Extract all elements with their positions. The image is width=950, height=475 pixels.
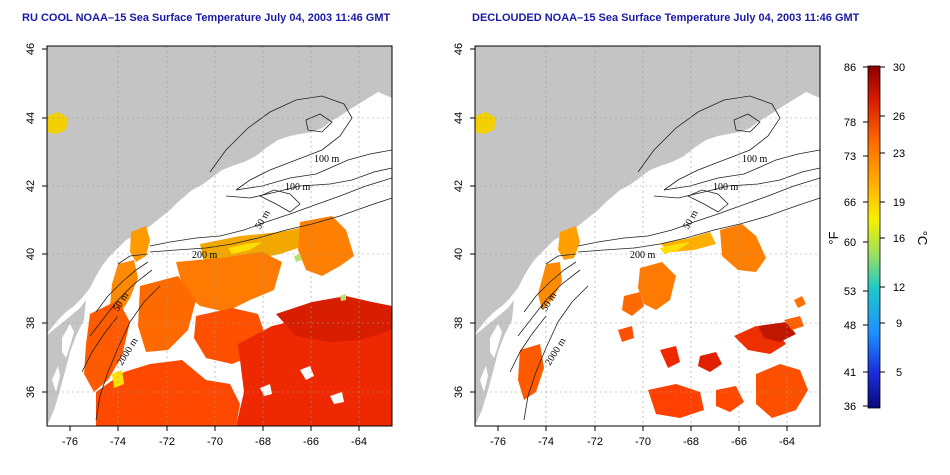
left-lon-tick-6: -66	[303, 436, 319, 448]
left-map-frame	[46, 45, 393, 427]
right-lon-tick-6: -66	[731, 436, 747, 448]
left-lat-tick-3: 40	[25, 248, 37, 260]
celsius-tick-9: 9	[896, 318, 902, 330]
fahrenheit-tick-53: 53	[844, 286, 856, 298]
fahrenheit-tick-78: 78	[844, 117, 856, 129]
celsius-tick-19: 19	[893, 197, 905, 209]
fahrenheit-tick-48: 48	[844, 320, 856, 332]
left-bathymetry-contours	[81, 95, 392, 421]
left-contour-label-2: 100 m	[285, 182, 311, 193]
left-lat-tick-2: 38	[25, 317, 37, 329]
fahrenheit-tick-60: 60	[844, 237, 856, 249]
celsius-unit-label: °C	[915, 231, 930, 246]
right-graticule	[475, 46, 820, 426]
left-contour-label-4: 200 m	[192, 250, 218, 261]
left-lon-tick-3: -72	[159, 436, 175, 448]
left-lon-tick-5: -68	[255, 436, 271, 448]
right-lat-tick-4: 42	[453, 180, 465, 192]
right-sst-patches	[475, 112, 808, 418]
celsius-tick-16: 16	[893, 233, 905, 245]
right-lon-tick-2: -74	[538, 436, 554, 448]
right-lon-tick-7: -64	[779, 436, 795, 448]
right-lon-tick-1: -76	[490, 436, 506, 448]
right-lat-tick-1: 36	[453, 386, 465, 398]
left-lon-tick-2: -74	[110, 436, 126, 448]
colorbar-gradient	[867, 65, 881, 409]
left-contour-label-1: 100 m	[314, 154, 340, 165]
celsius-tick-5: 5	[896, 367, 902, 379]
right-map-frame	[474, 45, 821, 427]
right-contour-label-1: 100 m	[742, 154, 768, 165]
right-lon-tick-5: -68	[683, 436, 699, 448]
right-lat-tick-5: 44	[453, 112, 465, 124]
fahrenheit-tick-41: 41	[844, 367, 856, 379]
right-lat-tick-3: 40	[453, 248, 465, 260]
left-lon-tick-4: -70	[207, 436, 223, 448]
left-lat-tick-5: 44	[25, 112, 37, 124]
left-lon-tick-7: -64	[351, 436, 367, 448]
right-contour-label-4: 200 m	[630, 250, 656, 261]
right-contour-label-2: 100 m	[713, 182, 739, 193]
fahrenheit-unit-label: °F	[826, 231, 841, 244]
fahrenheit-tick-66: 66	[844, 197, 856, 209]
left-panel-title: RU COOL NOAA–15 Sea Surface Temperature …	[22, 12, 391, 24]
left-map-panel: 100 m 100 m 50 m 200 m 50 m 2000 m -76 -…	[25, 43, 393, 448]
temperature-colorbar: 86 78 73 66 60 53 48 41 36 30 26 23 19 1…	[826, 62, 930, 413]
fahrenheit-tick-73: 73	[844, 151, 856, 163]
celsius-tick-26: 26	[893, 111, 905, 123]
right-panel-title: DECLOUDED NOAA–15 Sea Surface Temperatur…	[472, 12, 860, 24]
right-lat-tick-2: 38	[453, 317, 465, 329]
left-lon-tick-1: -76	[62, 436, 78, 448]
celsius-tick-12: 12	[893, 282, 905, 294]
right-bathymetry-contours	[509, 95, 820, 421]
celsius-tick-30: 30	[893, 62, 905, 74]
right-map-panel: 100 m 100 m 50 m 200 m 50 m 2000 m -76 -…	[453, 43, 821, 448]
left-lat-tick-4: 42	[25, 180, 37, 192]
fahrenheit-tick-86: 86	[844, 62, 856, 74]
left-lat-tick-1: 36	[25, 386, 37, 398]
right-lat-tick-6: 46	[453, 43, 465, 55]
celsius-tick-23: 23	[893, 148, 905, 160]
right-lon-tick-3: -72	[587, 436, 603, 448]
left-graticule	[47, 46, 392, 426]
left-sst-patches	[47, 112, 392, 426]
right-lon-tick-4: -70	[635, 436, 651, 448]
left-lat-tick-6: 46	[25, 43, 37, 55]
fahrenheit-tick-36: 36	[844, 401, 856, 413]
